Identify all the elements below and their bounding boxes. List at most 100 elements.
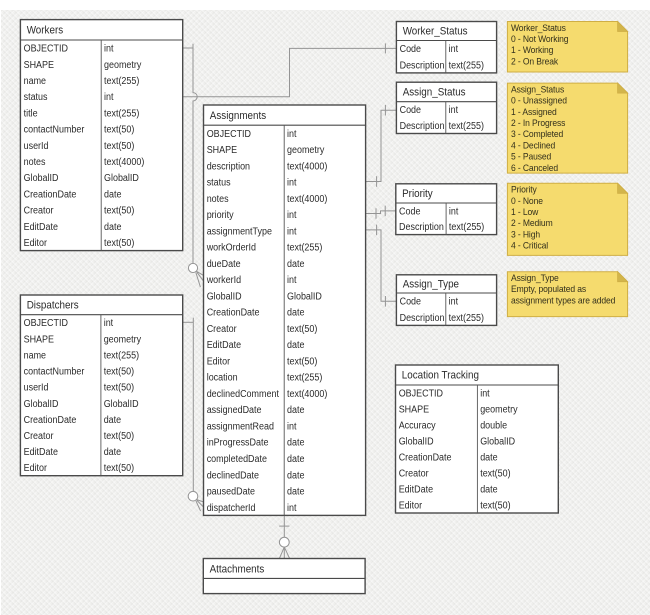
svg-text:1 - Low: 1 - Low bbox=[511, 207, 539, 217]
svg-text:pausedDate: pausedDate bbox=[207, 486, 255, 498]
svg-text:int: int bbox=[104, 92, 114, 104]
svg-text:int: int bbox=[287, 128, 297, 140]
svg-text:Description: Description bbox=[400, 312, 445, 324]
svg-text:date: date bbox=[287, 340, 304, 352]
svg-text:Accuracy: Accuracy bbox=[399, 420, 436, 432]
svg-text:1 - Assigned: 1 - Assigned bbox=[511, 107, 557, 117]
svg-text:int: int bbox=[287, 502, 297, 514]
svg-text:date: date bbox=[287, 454, 304, 466]
svg-text:text(50): text(50) bbox=[104, 140, 134, 152]
svg-text:CreationDate: CreationDate bbox=[24, 189, 77, 201]
svg-text:Code: Code bbox=[399, 206, 420, 218]
svg-text:description: description bbox=[207, 161, 250, 173]
svg-text:Editor: Editor bbox=[207, 356, 231, 368]
svg-text:date: date bbox=[480, 452, 497, 464]
svg-text:Priority: Priority bbox=[402, 188, 433, 201]
svg-text:date: date bbox=[287, 307, 304, 319]
svg-text:double: double bbox=[480, 420, 507, 432]
svg-text:GlobalID: GlobalID bbox=[207, 291, 242, 303]
svg-text:Description: Description bbox=[400, 121, 445, 133]
svg-text:int: int bbox=[287, 177, 297, 189]
svg-text:6 - Canceled: 6 - Canceled bbox=[511, 163, 558, 173]
svg-text:text(50): text(50) bbox=[480, 468, 510, 480]
svg-text:text(255): text(255) bbox=[449, 312, 484, 324]
svg-text:text(50): text(50) bbox=[287, 356, 317, 368]
svg-text:5 - Paused: 5 - Paused bbox=[511, 151, 551, 161]
svg-text:date: date bbox=[104, 414, 121, 426]
svg-text:userId: userId bbox=[24, 140, 49, 152]
svg-text:EditDate: EditDate bbox=[24, 447, 58, 459]
svg-text:notes: notes bbox=[207, 193, 229, 205]
svg-text:Description: Description bbox=[399, 222, 444, 234]
svg-text:text(4000): text(4000) bbox=[287, 193, 327, 205]
svg-text:workerId: workerId bbox=[206, 275, 241, 287]
svg-text:CreationDate: CreationDate bbox=[24, 414, 77, 426]
svg-text:geometry: geometry bbox=[287, 145, 325, 157]
svg-text:Creator: Creator bbox=[207, 323, 238, 335]
svg-text:status: status bbox=[207, 177, 231, 189]
svg-text:Assign_Status: Assign_Status bbox=[511, 84, 565, 94]
svg-text:EditDate: EditDate bbox=[24, 221, 58, 233]
svg-text:2 - On Break: 2 - On Break bbox=[511, 56, 559, 66]
svg-text:notes: notes bbox=[24, 157, 46, 169]
svg-text:int: int bbox=[104, 318, 114, 330]
svg-text:text(50): text(50) bbox=[287, 323, 317, 335]
svg-text:name: name bbox=[24, 76, 46, 88]
svg-text:dueDate: dueDate bbox=[207, 258, 241, 270]
svg-text:0 - None: 0 - None bbox=[511, 196, 543, 206]
svg-text:text(255): text(255) bbox=[449, 222, 484, 234]
svg-text:0 - Not Working: 0 - Not Working bbox=[511, 34, 569, 44]
svg-text:int: int bbox=[449, 44, 459, 56]
svg-text:declinedDate: declinedDate bbox=[207, 470, 259, 482]
svg-text:int: int bbox=[287, 421, 297, 433]
svg-text:date: date bbox=[287, 486, 304, 498]
svg-text:Editor: Editor bbox=[24, 463, 48, 475]
svg-text:GlobalID: GlobalID bbox=[399, 436, 434, 448]
svg-text:workOrderId: workOrderId bbox=[206, 242, 256, 254]
svg-text:dispatcherId: dispatcherId bbox=[207, 502, 256, 514]
svg-text:Workers: Workers bbox=[27, 24, 63, 37]
svg-text:Code: Code bbox=[400, 105, 421, 117]
svg-text:text(50): text(50) bbox=[480, 500, 510, 512]
svg-text:3 - High: 3 - High bbox=[511, 229, 540, 239]
svg-text:Editor: Editor bbox=[24, 238, 48, 250]
svg-text:text(50): text(50) bbox=[104, 430, 134, 442]
svg-text:status: status bbox=[24, 92, 48, 104]
svg-text:3 - Completed: 3 - Completed bbox=[511, 129, 563, 139]
svg-text:GlobalID: GlobalID bbox=[104, 173, 139, 185]
svg-text:OBJECTID: OBJECTID bbox=[399, 388, 443, 400]
svg-text:SHAPE: SHAPE bbox=[24, 334, 54, 346]
svg-text:text(4000): text(4000) bbox=[287, 389, 327, 401]
svg-text:OBJECTID: OBJECTID bbox=[24, 318, 68, 330]
svg-text:text(4000): text(4000) bbox=[104, 157, 144, 169]
svg-text:int: int bbox=[287, 210, 297, 222]
svg-text:OBJECTID: OBJECTID bbox=[24, 43, 68, 55]
svg-text:assignedDate: assignedDate bbox=[207, 405, 262, 417]
svg-text:Location Tracking: Location Tracking bbox=[402, 369, 479, 382]
svg-text:SHAPE: SHAPE bbox=[24, 59, 54, 71]
svg-text:declinedComment: declinedComment bbox=[207, 389, 280, 401]
svg-text:int: int bbox=[449, 296, 459, 308]
svg-text:text(255): text(255) bbox=[449, 121, 484, 133]
svg-text:geometry: geometry bbox=[480, 404, 518, 416]
svg-text:SHAPE: SHAPE bbox=[207, 145, 237, 157]
svg-text:geometry: geometry bbox=[104, 59, 142, 71]
svg-text:userId: userId bbox=[24, 382, 49, 394]
svg-text:text(50): text(50) bbox=[104, 463, 134, 475]
svg-text:priority: priority bbox=[207, 210, 234, 222]
svg-text:Code: Code bbox=[400, 44, 421, 56]
svg-text:int: int bbox=[287, 275, 297, 287]
svg-text:text(50): text(50) bbox=[104, 205, 134, 217]
svg-text:date: date bbox=[104, 189, 121, 201]
svg-text:date: date bbox=[287, 437, 304, 449]
svg-text:Empty, populated as: Empty, populated as bbox=[511, 284, 587, 294]
svg-text:Creator: Creator bbox=[24, 205, 55, 217]
svg-text:Editor: Editor bbox=[399, 500, 423, 512]
svg-text:Assign_Status: Assign_Status bbox=[403, 86, 466, 99]
svg-text:Description: Description bbox=[400, 60, 445, 72]
svg-text:name: name bbox=[24, 350, 46, 362]
svg-text:SHAPE: SHAPE bbox=[399, 404, 429, 416]
svg-text:contactNumber: contactNumber bbox=[24, 366, 86, 378]
svg-text:text(255): text(255) bbox=[449, 60, 484, 72]
svg-text:EditDate: EditDate bbox=[399, 484, 433, 496]
